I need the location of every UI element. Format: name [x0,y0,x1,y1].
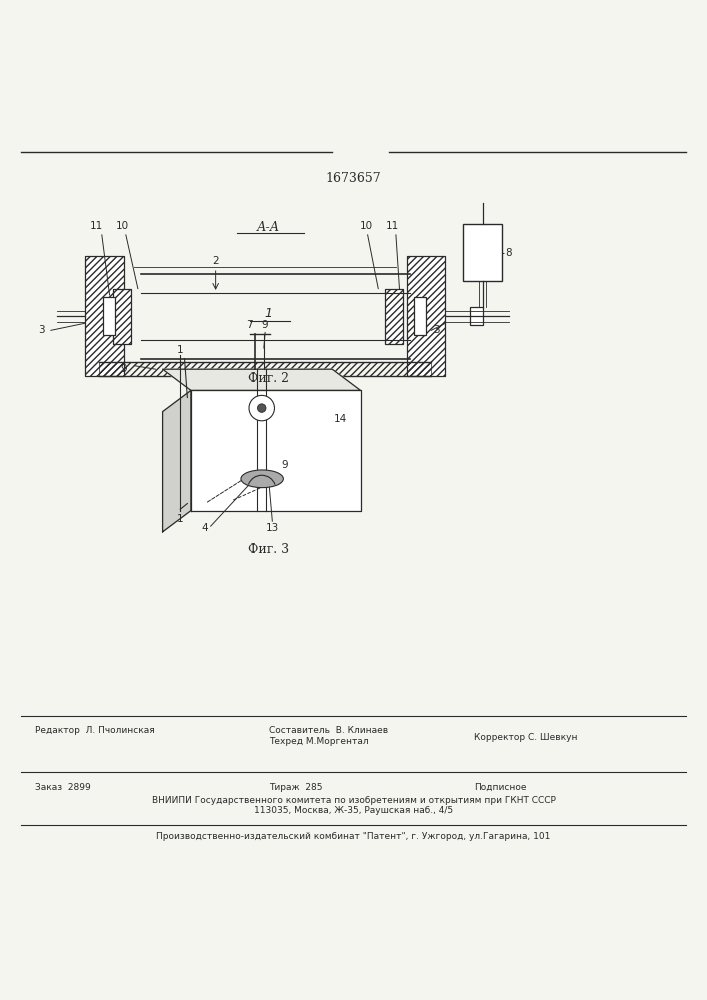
Text: Фиг. 3: Фиг. 3 [248,543,289,556]
Text: Редактор  Л. Пчолинская: Редактор Л. Пчолинская [35,726,155,735]
Text: 10: 10 [360,221,373,231]
Text: 9: 9 [120,364,127,374]
Bar [85,256,124,376]
Text: Производственно-издательский комбинат "Патент", г. Ужгород, ул.Гагарина, 101: Производственно-издательский комбинат "П… [156,832,551,841]
Text: 9: 9 [281,460,288,470]
Bar [113,289,131,344]
Bar [385,289,403,344]
Text: А-А: А-А [257,221,280,234]
Text: 11: 11 [90,221,103,231]
Text: Составитель  В. Клинаев: Составитель В. Клинаев [269,726,387,735]
Bar [99,362,431,376]
Text: Подписное: Подписное [474,783,526,792]
Text: 1: 1 [177,345,184,355]
Circle shape [249,395,274,421]
Polygon shape [163,369,361,390]
Text: 7: 7 [246,320,253,330]
Polygon shape [191,390,361,511]
Text: 2: 2 [212,256,219,266]
Text: 11: 11 [386,221,399,231]
Bar [113,289,131,344]
Bar [463,224,502,281]
Text: Фиг. 2: Фиг. 2 [248,372,289,385]
Circle shape [257,404,266,412]
Text: 4: 4 [201,523,209,533]
Bar [470,307,483,325]
Text: Заказ  2899: Заказ 2899 [35,783,91,792]
Text: 14: 14 [334,414,347,424]
Text: Корректор С. Шевкун: Корректор С. Шевкун [474,733,577,742]
Text: 1673657: 1673657 [326,172,381,185]
Text: 3: 3 [433,325,440,335]
Text: 1: 1 [264,307,273,320]
Polygon shape [163,390,191,532]
Text: 13: 13 [266,523,279,533]
Bar [414,297,426,335]
Text: 113035, Москва, Ж-35, Раушская наб., 4/5: 113035, Москва, Ж-35, Раушская наб., 4/5 [254,806,453,815]
Text: 3: 3 [37,325,45,335]
Bar [103,297,115,335]
Text: ВНИИПИ Государственного комитета по изобретениям и открытиям при ГКНТ СССР: ВНИИПИ Государственного комитета по изоб… [151,796,556,805]
Bar [385,289,403,344]
Text: 1: 1 [177,514,184,524]
Text: Тираж  285: Тираж 285 [269,783,322,792]
Text: 8: 8 [506,248,512,258]
Text: 10: 10 [116,221,129,231]
Ellipse shape [241,470,284,488]
Bar [407,256,445,376]
Text: Техред М.Моргентал: Техред М.Моргентал [269,737,368,746]
Bar [85,256,124,376]
Text: 9: 9 [262,320,269,330]
Bar [407,256,445,376]
